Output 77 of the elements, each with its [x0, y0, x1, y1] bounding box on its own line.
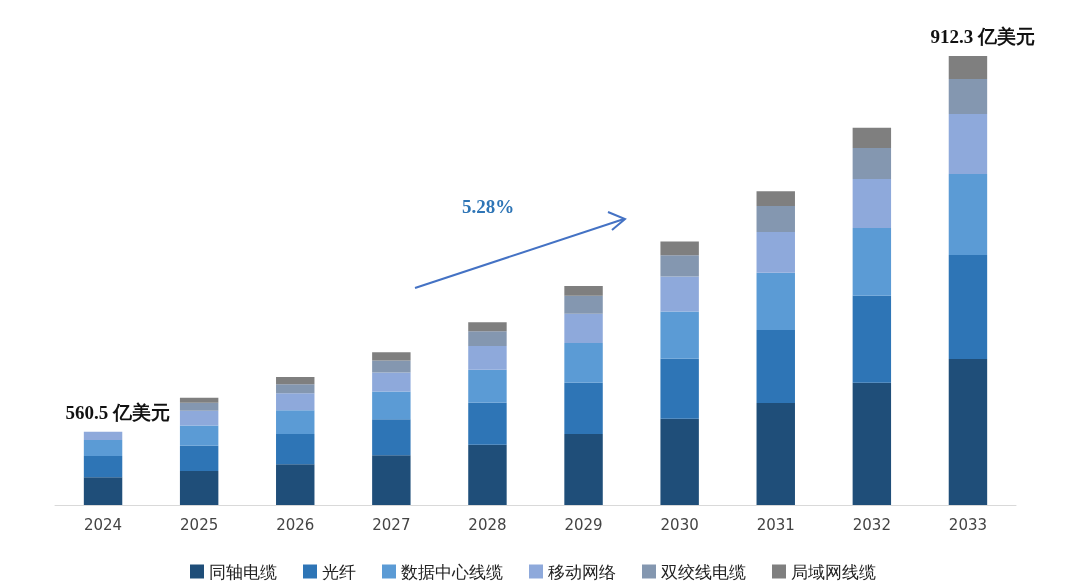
bar	[564, 285, 603, 296]
bar	[468, 331, 507, 347]
annotation: 5.28%	[462, 196, 515, 218]
bar	[564, 342, 603, 383]
bar	[660, 418, 699, 505]
bar	[372, 360, 411, 373]
x-tick-label: 2031	[756, 515, 795, 534]
bar	[756, 272, 795, 330]
bar	[83, 477, 123, 505]
bar	[756, 232, 795, 273]
bar	[660, 241, 699, 256]
bar	[564, 313, 603, 343]
bar	[372, 352, 411, 361]
bar	[948, 174, 988, 255]
bar	[756, 205, 795, 233]
bar	[564, 434, 603, 505]
bar	[372, 372, 411, 392]
bar	[179, 410, 219, 426]
bar	[852, 127, 892, 149]
x-tick-label: 2029	[564, 515, 603, 534]
bar	[276, 384, 315, 394]
bar	[179, 402, 219, 411]
annotation: 560.5 亿美元	[65, 400, 171, 425]
bar	[852, 295, 892, 383]
legend-label: 数据中心线缆	[401, 561, 503, 582]
bar	[852, 382, 892, 505]
bar	[276, 393, 315, 411]
bar	[372, 419, 411, 456]
bar	[276, 410, 315, 435]
legend-label: 局域网线缆	[791, 561, 876, 582]
legend-label: 双绞线电缆	[661, 561, 746, 582]
bar	[564, 295, 603, 314]
bar	[468, 322, 507, 332]
bar	[179, 445, 219, 471]
legend-label: 同轴电缆	[209, 561, 277, 582]
bar	[852, 148, 892, 180]
bar	[468, 346, 507, 370]
x-tick-label: 2027	[372, 515, 411, 534]
x-tick-label: 2030	[660, 515, 699, 534]
bar	[83, 456, 123, 478]
bar	[179, 470, 219, 505]
bar	[660, 311, 699, 359]
bar	[83, 431, 123, 440]
bar	[83, 439, 123, 457]
bar	[660, 255, 699, 277]
bar	[948, 78, 988, 114]
bar	[372, 455, 411, 505]
annotation: 912.3 亿美元	[930, 25, 1035, 49]
bar	[756, 329, 795, 404]
bar	[372, 391, 411, 420]
bar	[852, 179, 892, 228]
x-tick-label: 2032	[852, 515, 891, 534]
bar	[756, 191, 795, 206]
bar	[948, 359, 988, 505]
bar	[756, 403, 795, 505]
bar	[660, 276, 699, 312]
bar	[276, 377, 315, 385]
bar	[468, 444, 507, 505]
bar	[948, 254, 988, 360]
legend-label: 光纤	[322, 561, 356, 582]
bar	[948, 56, 988, 79]
bar	[179, 397, 219, 403]
bar	[276, 464, 315, 505]
x-tick-label: 2026	[276, 515, 315, 534]
legend-label: 移动网络	[548, 561, 616, 582]
bar	[852, 227, 892, 296]
x-tick-label: 2033	[948, 515, 988, 534]
bar	[276, 434, 315, 465]
bar	[660, 358, 699, 419]
x-tick-label: 2025	[180, 515, 219, 534]
bar	[468, 369, 507, 403]
bar	[179, 425, 219, 446]
bar	[948, 113, 988, 175]
x-tick-label: 2024	[83, 515, 123, 534]
bar	[468, 402, 507, 445]
bar	[564, 382, 603, 435]
x-tick-label: 2028	[468, 515, 507, 534]
